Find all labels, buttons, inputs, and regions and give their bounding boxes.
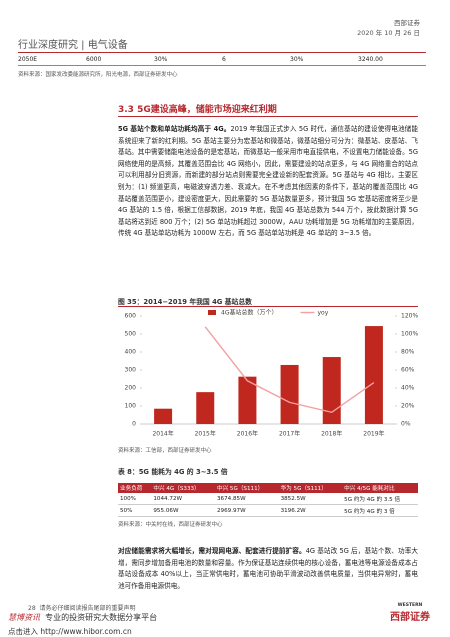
td: 2969.97W (214, 504, 279, 517)
table-caption: 表 8：5G 能耗为 4G 的 3~3.5 倍 (118, 468, 228, 476)
td: 5G 约为 4G 的 3.5 倍 (342, 493, 418, 505)
bar (280, 364, 299, 424)
y-tick-label: 400 (125, 349, 137, 356)
x-tick-label: 2016年 (237, 430, 258, 438)
y-tick-label: 300 (125, 367, 137, 374)
th: 业务负荷 (118, 483, 152, 493)
header-rule (18, 52, 426, 53)
source: 资料来源：国家发改委能源研究所，阳光电源，西部证券研发中心 (18, 72, 178, 78)
brand: 慧博资讯 (8, 613, 40, 622)
th: 中兴 5G（S111） (214, 483, 279, 493)
cell: 30% (290, 56, 304, 63)
bar (364, 326, 383, 424)
notice: 请务必仔细阅读报告尾部的重要声明 (39, 605, 136, 612)
tagline: 专业的投资研究大数据分享平台 (45, 613, 158, 622)
footer-brand: 慧博资讯 专业的投资研究大数据分享平台 (8, 612, 157, 623)
y-tick-label: 0 (132, 421, 136, 428)
legend-swatch (208, 310, 216, 315)
cell: 6000 (86, 56, 102, 63)
header-date: 2020 年 10 月 26 日 (357, 29, 420, 37)
th: 中兴 4G（S333） (151, 483, 215, 493)
th: 华为 5G（S111） (278, 483, 343, 493)
y2-tick-label: 120% (401, 313, 418, 320)
logo: WESTERN 西部证券 (390, 603, 430, 623)
figure-source: 资料来源：工信部，西部证券研发中心 (118, 448, 212, 454)
td: 1044.72W (151, 493, 215, 505)
td: 50% (118, 504, 152, 517)
figure-caption: 图 35：2014−2019 年我国 4G 基站总数 (118, 298, 252, 306)
th: 中兴 4/5G 能耗对比 (342, 483, 418, 493)
top-table-row: 2050E 6000 30% 6 30% 3240.00 (18, 55, 426, 66)
legend-label: yoy (317, 310, 328, 317)
bar (322, 357, 341, 424)
x-tick-label: 2015年 (195, 430, 216, 438)
header-section: 行业深度研究 | 电气设备 (18, 40, 128, 51)
lead: 5G 基站个数和单站功耗均高于 4G。 (118, 125, 231, 133)
x-tick-label: 2018年 (321, 430, 342, 438)
footer-link[interactable]: 点击进入 http://www.hibor.com.cn (8, 627, 132, 636)
y-tick-label: 100 (125, 403, 137, 410)
header-row: 业务负荷 中兴 4G（S333） 中兴 5G（S111） 华为 5G（S111）… (118, 483, 418, 493)
bar (154, 408, 173, 424)
table-source: 资料来源：中关村在线，西部证券研发中心 (118, 522, 223, 528)
logo-en: WESTERN (397, 603, 423, 608)
section-rule (118, 116, 418, 117)
x-tick-label: 2019年 (363, 430, 384, 438)
y-tick-label: 200 (125, 385, 137, 392)
y2-tick-label: 20% (401, 403, 415, 410)
row: 100% 1044.72W 3674.85W 3852.5W 5G 约为 4G … (118, 493, 418, 505)
td: 100% (118, 493, 152, 505)
row: 50% 955.06W 2969.97W 3196.2W 5G 约为 4G 的 … (118, 504, 418, 517)
cell: 3240.00 (358, 56, 383, 63)
y2-tick-label: 60% (401, 367, 415, 374)
x-tick-label: 2017年 (279, 430, 300, 438)
chart: 0 100 200 300 400 500 600 0% 20% 40% 60% 80% 100% 120… (125, 309, 419, 438)
td: 3674.85W (214, 493, 279, 505)
body: 4G 基站改 5G 后，基站个数、功率大增，需同步增加备用电池的数量和容量。作为… (118, 547, 418, 590)
y-tick-label: 600 (125, 313, 137, 320)
caption-rule (118, 306, 418, 307)
header-right: 西部证券 2020 年 10 月 26 日 (357, 18, 420, 38)
td: 3852.5W (278, 493, 343, 505)
header-company: 西部证券 (394, 19, 420, 27)
x-tick-label: 2014年 (152, 430, 173, 438)
footer-notice: 28 请务必仔细阅读报告尾部的重要声明 (28, 603, 135, 612)
bar (238, 376, 257, 424)
cell: 2050E (18, 56, 38, 63)
table: 业务负荷 中兴 4G（S333） 中兴 5G（S111） 华为 5G（S111）… (118, 483, 418, 517)
lead: 对应储能需求将大幅增长，需对现网电源、配套进行提前扩容。 (118, 547, 306, 555)
y2-tick-label: 0% (401, 421, 411, 428)
td: 3196.2W (278, 504, 343, 517)
paragraph: 5G 基站个数和单站功耗均高于 4G。2019 年我国正式步入 5G 时代，通信… (118, 124, 418, 240)
legend-label: 4G基站总数（万个） (221, 309, 277, 317)
td: 5G 约为 4G 的 3 倍 (342, 504, 418, 517)
y2-tick-label: 100% (401, 331, 418, 338)
y-tick-label: 500 (125, 331, 137, 338)
section-title: 3.3 5G建设高峰，储能市场迎来红利期 (118, 105, 277, 115)
y2-tick-label: 80% (401, 349, 415, 356)
td: 955.06W (151, 504, 215, 517)
paragraph: 对应储能需求将大幅增长，需对现网电源、配套进行提前扩容。4G 基站改 5G 后，… (118, 546, 418, 592)
y2-tick-label: 40% (401, 385, 415, 392)
cell: 30% (154, 56, 168, 63)
logo-cn: 西部证券 (390, 612, 430, 623)
body: 2019 年我国正式步入 5G 时代，通信基站的建设使得电池储能系统迎来了新的红… (118, 125, 419, 238)
line (204, 326, 375, 414)
bar (196, 392, 215, 424)
cell: 6 (222, 56, 226, 63)
page-number: 28 (28, 605, 36, 612)
